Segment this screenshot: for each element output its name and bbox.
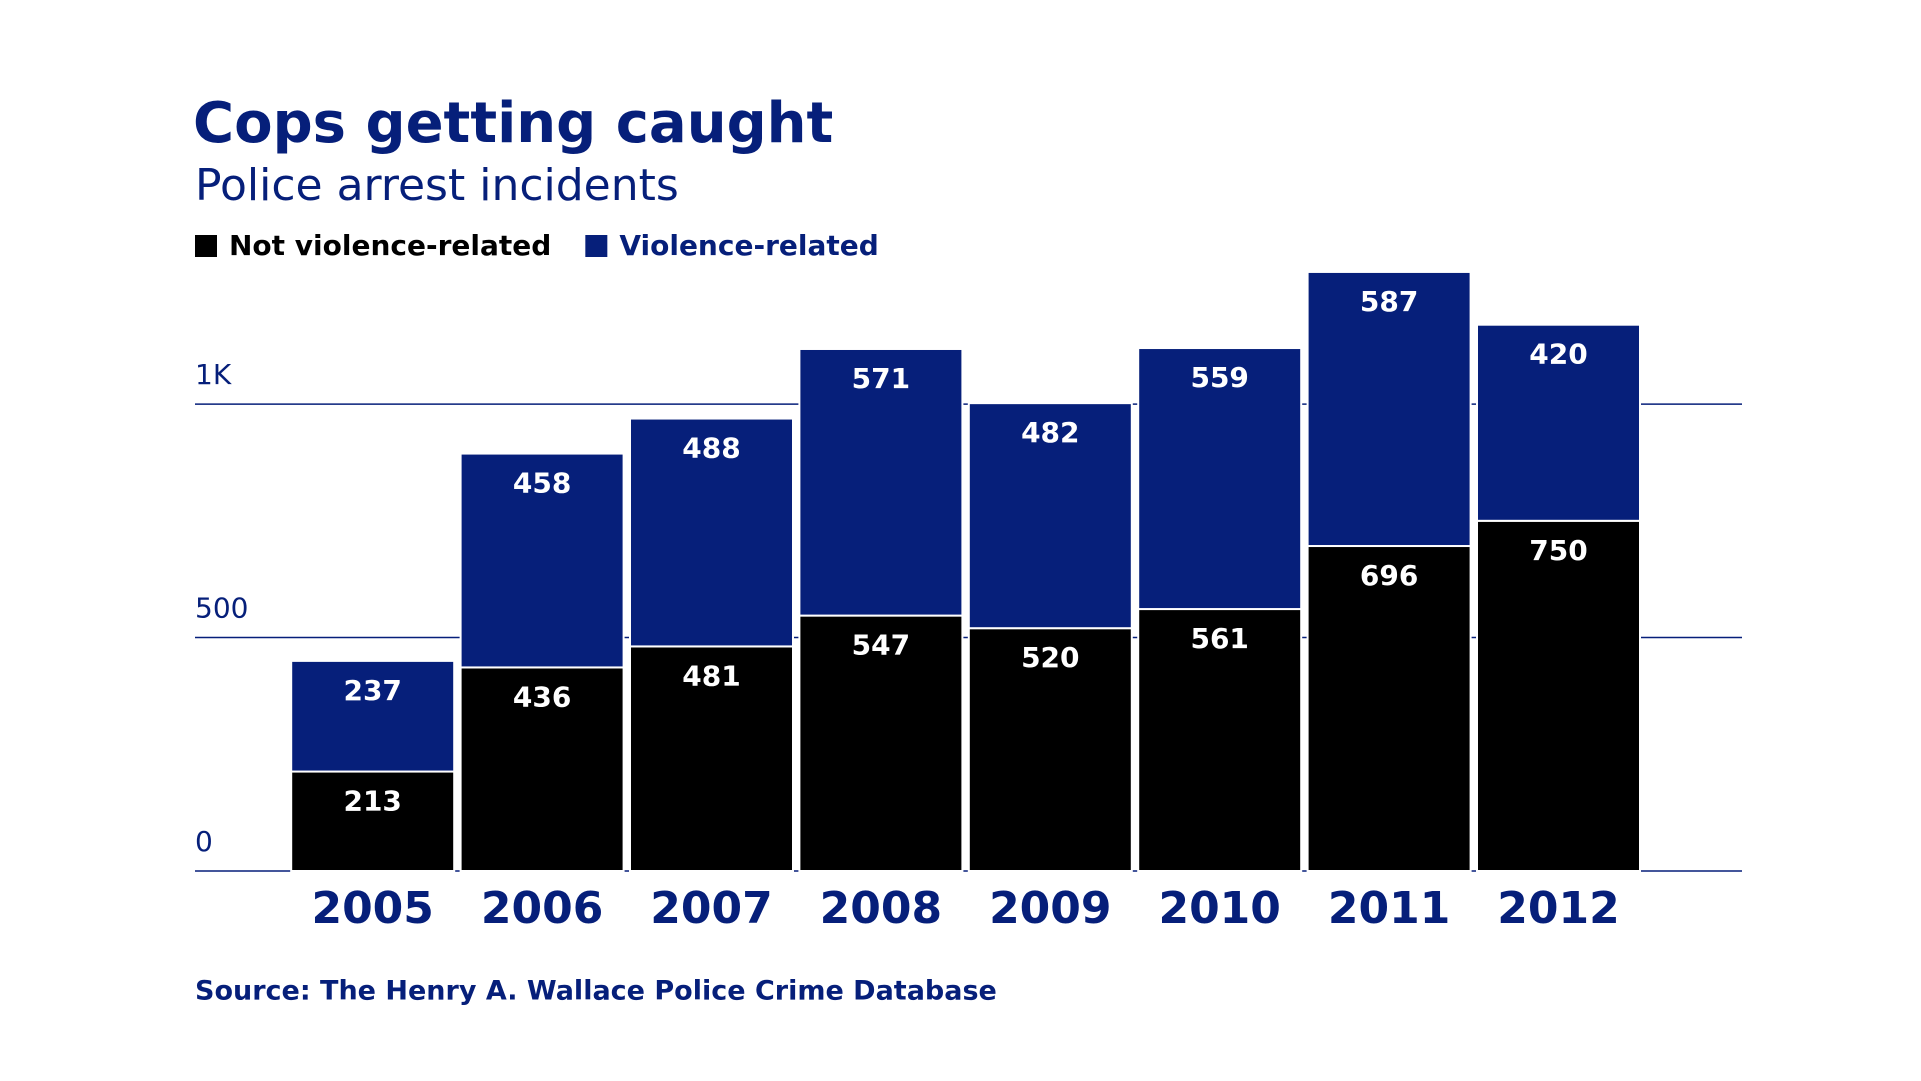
- chart-subtitle: Police arrest incidents: [195, 160, 679, 211]
- value-label: 481: [682, 659, 740, 692]
- value-label: 237: [343, 674, 401, 707]
- bar-segment: [967, 402, 1133, 630]
- bar-segment: [459, 666, 625, 872]
- x-tick-label: 2008: [820, 883, 942, 934]
- bar-segment: [798, 347, 964, 617]
- bar-segment: [798, 614, 964, 872]
- chart-title: Cops getting caught: [193, 91, 833, 156]
- bar-segment: [290, 770, 456, 873]
- bar-segment: [967, 627, 1133, 873]
- value-label: 420: [1529, 338, 1587, 371]
- value-label: 587: [1360, 285, 1418, 318]
- x-tick-label: 2012: [1497, 883, 1619, 934]
- value-label: 458: [513, 467, 571, 500]
- bar-segment: [629, 645, 794, 872]
- value-label: 213: [343, 785, 401, 818]
- bar-segment: [1476, 519, 1641, 872]
- y-tick-label: 0: [195, 825, 213, 858]
- bar-segment: [1306, 270, 1472, 548]
- bar-segment: [290, 659, 456, 773]
- bar-segment: [1476, 323, 1641, 522]
- bar-segment: [459, 452, 625, 669]
- x-tick-label: 2007: [650, 883, 772, 934]
- source: Source: The Henry A. Wallace Police Crim…: [195, 976, 997, 1007]
- legend-swatch: [585, 235, 608, 257]
- bar-segment: [1137, 347, 1303, 611]
- value-label: 559: [1190, 361, 1248, 394]
- bar-segment: [1306, 545, 1472, 872]
- bar-segment: [1137, 608, 1303, 872]
- x-tick-label: 2009: [989, 883, 1111, 934]
- value-label: 571: [852, 362, 910, 395]
- value-label: 696: [1360, 559, 1418, 592]
- y-tick-label: 1K: [195, 358, 232, 391]
- x-tick-label: 2005: [311, 883, 433, 934]
- x-tick-label: 2010: [1158, 883, 1280, 934]
- x-tick-label: 2011: [1328, 883, 1450, 934]
- value-label: 561: [1190, 622, 1248, 655]
- value-label: 482: [1021, 416, 1079, 449]
- x-tick-label: 2006: [481, 883, 603, 934]
- bar-segment: [629, 417, 794, 648]
- legend-label: Violence-related: [619, 229, 878, 262]
- legend-swatch: [195, 235, 217, 257]
- value-label: 750: [1529, 534, 1587, 567]
- value-label: 488: [682, 432, 740, 465]
- value-label: 547: [852, 629, 910, 662]
- value-label: 520: [1021, 641, 1079, 674]
- value-label: 436: [513, 680, 571, 713]
- legend-label: Not violence-related: [229, 229, 551, 262]
- y-tick-label: 500: [195, 592, 248, 625]
